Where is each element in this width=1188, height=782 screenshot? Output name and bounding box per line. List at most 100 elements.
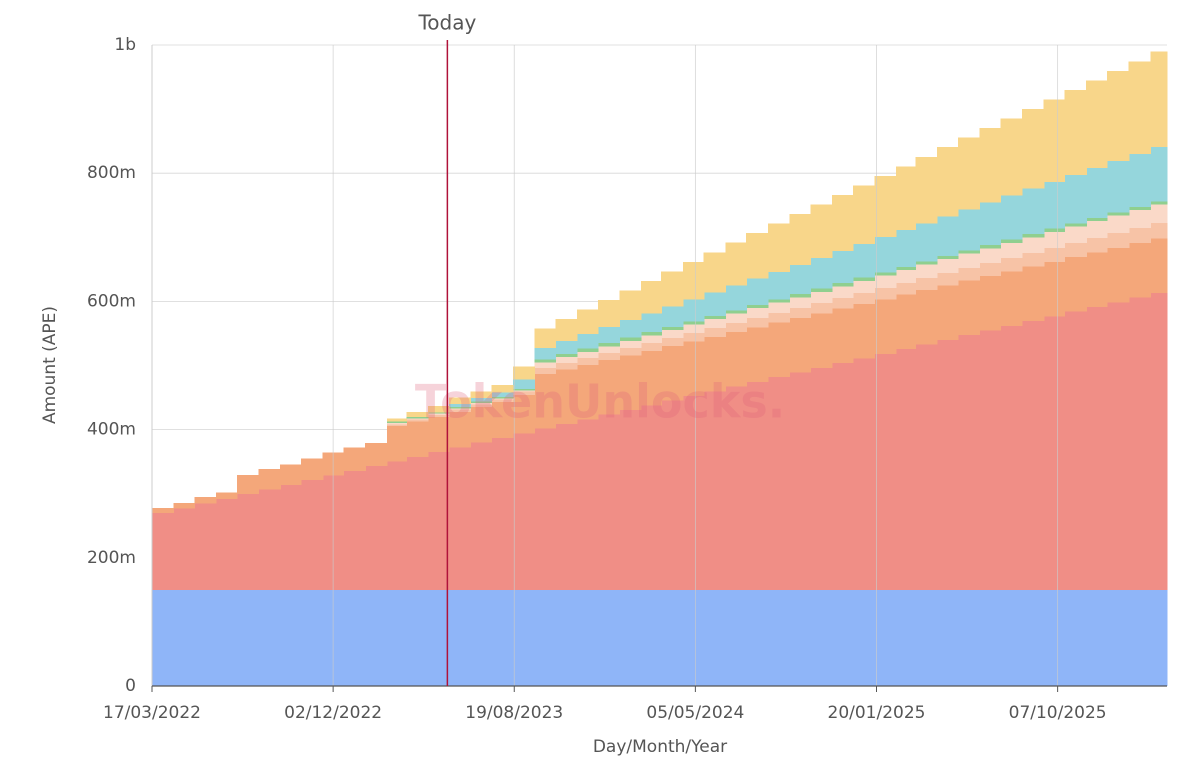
area-step bbox=[725, 313, 747, 323]
area-step bbox=[1022, 234, 1045, 238]
area-step bbox=[365, 589, 388, 686]
area-step bbox=[1064, 242, 1087, 258]
area-step bbox=[831, 297, 854, 309]
area-step bbox=[937, 589, 959, 686]
area-step bbox=[1086, 589, 1108, 686]
area-step bbox=[491, 392, 514, 398]
area-step bbox=[896, 166, 917, 231]
area-step bbox=[280, 589, 302, 686]
area-step bbox=[789, 372, 811, 590]
area-step bbox=[767, 322, 791, 378]
area-step bbox=[746, 308, 769, 318]
area-step bbox=[258, 589, 281, 686]
area-step bbox=[682, 321, 705, 325]
area-step bbox=[1128, 154, 1151, 207]
area-step bbox=[682, 261, 705, 300]
area-step bbox=[1107, 161, 1130, 213]
area-step bbox=[682, 395, 705, 590]
area-step bbox=[301, 480, 324, 590]
area-step bbox=[1150, 204, 1168, 223]
area-step bbox=[216, 589, 238, 686]
area-step bbox=[576, 419, 599, 590]
area-step bbox=[491, 397, 514, 399]
area-step bbox=[236, 494, 260, 590]
area-step bbox=[427, 589, 450, 686]
area-step bbox=[937, 285, 959, 340]
area-step bbox=[534, 367, 556, 375]
area-step bbox=[555, 357, 578, 363]
area-step bbox=[427, 412, 450, 414]
area-step bbox=[682, 299, 705, 322]
area-step bbox=[810, 257, 833, 289]
area-step bbox=[1150, 238, 1168, 294]
area-step bbox=[491, 402, 514, 439]
y-tick-label: 0 bbox=[125, 676, 136, 696]
area-step bbox=[874, 272, 897, 276]
area-step bbox=[619, 409, 642, 590]
area-step bbox=[1086, 307, 1108, 590]
area-step bbox=[852, 280, 876, 293]
area-step bbox=[470, 404, 492, 407]
area-step bbox=[896, 294, 917, 350]
x-tick-label: 02/12/2022 bbox=[284, 703, 382, 723]
area-step bbox=[448, 409, 471, 413]
area-step bbox=[1107, 70, 1130, 162]
area-step bbox=[576, 309, 599, 335]
area-step bbox=[470, 589, 492, 686]
area-step bbox=[619, 337, 642, 341]
area-step bbox=[852, 244, 876, 278]
area-step bbox=[831, 251, 854, 284]
area-step bbox=[937, 272, 959, 286]
area-step bbox=[1064, 589, 1087, 686]
area-step bbox=[1107, 215, 1130, 233]
area-step bbox=[280, 484, 302, 590]
area-step bbox=[789, 214, 811, 265]
area-step bbox=[555, 341, 578, 355]
area-step bbox=[1043, 316, 1066, 590]
today-label: Today bbox=[417, 11, 476, 35]
area-step bbox=[386, 422, 407, 425]
area-step bbox=[896, 349, 917, 590]
area-step bbox=[555, 369, 578, 425]
area-step bbox=[406, 418, 429, 420]
area-step bbox=[619, 355, 642, 410]
area-step bbox=[152, 512, 175, 590]
area-step bbox=[874, 237, 897, 273]
area-step bbox=[173, 589, 196, 686]
area-step bbox=[576, 334, 599, 349]
area-step bbox=[427, 416, 450, 453]
area-step bbox=[1150, 222, 1168, 239]
area-step bbox=[555, 589, 578, 686]
area-step bbox=[534, 374, 556, 429]
area-step bbox=[386, 424, 407, 427]
area-step bbox=[534, 428, 556, 590]
area-step bbox=[767, 302, 791, 313]
area-step bbox=[831, 308, 854, 364]
area-step bbox=[767, 312, 791, 323]
area-step bbox=[1064, 257, 1087, 312]
area-step bbox=[767, 299, 791, 303]
area-step bbox=[406, 419, 429, 422]
y-tick-label: 600m bbox=[87, 291, 136, 311]
area-step bbox=[1064, 174, 1087, 224]
area-step bbox=[810, 367, 833, 590]
area-step bbox=[534, 328, 556, 348]
area-step bbox=[258, 469, 281, 490]
area-step bbox=[810, 302, 833, 314]
area-step bbox=[979, 589, 1002, 686]
area-step bbox=[896, 270, 917, 283]
x-tick-label: 19/08/2023 bbox=[465, 703, 563, 723]
area-step bbox=[703, 252, 726, 293]
area-step bbox=[555, 319, 578, 342]
area-step bbox=[619, 589, 642, 686]
area-step bbox=[1107, 247, 1130, 303]
area-step bbox=[1064, 89, 1087, 175]
area-step bbox=[746, 589, 769, 686]
area-step bbox=[831, 363, 854, 590]
area-step bbox=[661, 329, 684, 338]
area-step bbox=[746, 381, 769, 590]
area-step bbox=[874, 275, 897, 288]
area-step bbox=[491, 438, 514, 590]
area-step bbox=[534, 359, 556, 363]
area-step bbox=[448, 397, 471, 404]
